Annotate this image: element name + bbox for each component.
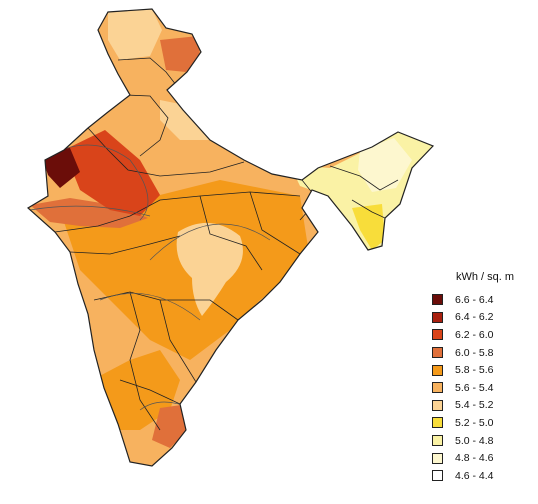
legend-swatch [432,329,443,341]
legend-label: 5.4 - 5.2 [455,399,494,412]
legend-items: 6.6 - 6.4 6.4 - 6.2 6.2 - 6.0 6.0 - 5.8 5.8 … [432,291,532,485]
legend-swatch [432,435,443,447]
india-outline [26,8,435,467]
legend-label: 6.4 - 6.2 [455,311,494,324]
legend-label: 5.2 - 5.0 [455,416,494,429]
legend-item: 5.2 - 5.0 [432,414,532,432]
legend-swatch [432,294,443,306]
legend-item: 6.2 - 6.0 [432,326,532,344]
legend-swatch [432,382,443,394]
legend-swatch [432,417,443,429]
legend-item: 5.6 - 5.4 [432,379,532,397]
legend-item: 6.6 - 6.4 [432,291,532,309]
legend-swatch [432,399,443,411]
legend-item: 6.4 - 6.2 [432,309,532,327]
legend-swatch [432,347,443,359]
map-legend: kWh / sq. m 6.6 - 6.4 6.4 - 6.2 6.2 - 6.0 6… [432,271,532,485]
legend-label: 4.6 - 4.4 [455,469,494,482]
state-boundaries [54,57,399,431]
legend-label: 5.6 - 5.4 [455,381,494,394]
legend-label: 6.2 - 6.0 [455,328,494,341]
legend-item: 4.6 - 4.4 [432,467,532,485]
legend-label: 5.0 - 4.8 [455,434,494,447]
legend-label: 6.0 - 5.8 [455,346,494,359]
legend-swatch [432,470,443,482]
legend-item: 5.0 - 4.8 [432,432,532,450]
legend-item: 5.4 - 5.2 [432,397,532,415]
legend-swatch [432,364,443,376]
legend-label: 5.8 - 5.6 [455,364,494,377]
legend-title: kWh / sq. m [456,271,515,283]
contour-lines [29,144,271,411]
legend-swatch [432,311,443,323]
legend-label: 6.6 - 6.4 [455,293,494,306]
legend-label: 4.8 - 4.6 [455,452,494,465]
legend-item: 4.8 - 4.6 [432,449,532,467]
legend-item: 6.0 - 5.8 [432,344,532,362]
legend-item: 5.8 - 5.6 [432,361,532,379]
legend-swatch [432,452,443,464]
